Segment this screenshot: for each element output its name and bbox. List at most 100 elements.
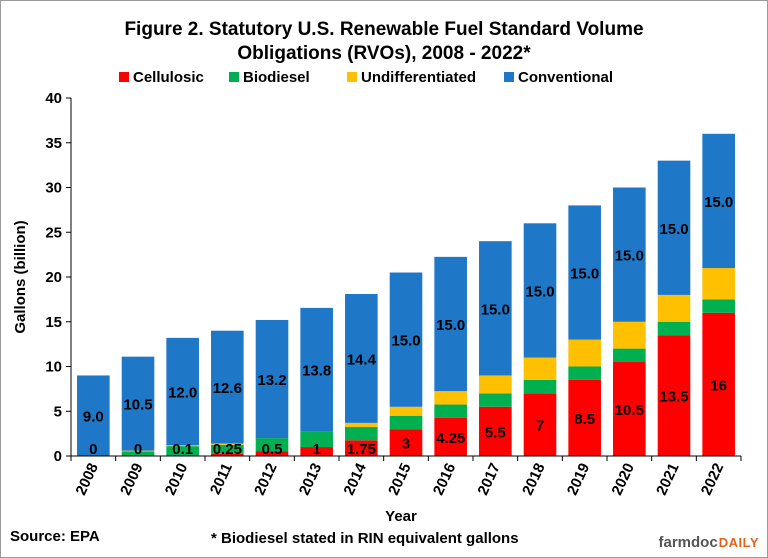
legend-label-cellulosic: Cellulosic <box>133 69 204 86</box>
data-label-conventional-2021: 15.0 <box>659 221 688 238</box>
data-label-cellulosic-2018: 7 <box>536 418 544 435</box>
x-axis-title: Year <box>385 508 417 525</box>
data-label-conventional-2013: 13.8 <box>302 363 331 380</box>
bar-cellulosic-2022 <box>702 312 735 456</box>
bar-biodiesel-2015 <box>389 415 423 430</box>
bar-undifferentiated-2021 <box>657 294 691 322</box>
y-tick-label-40: 40 <box>45 90 62 107</box>
data-label-cellulosic-2020: 10.5 <box>615 402 644 419</box>
data-label-conventional-2009: 10.5 <box>123 397 152 414</box>
bar-undifferentiated-2022 <box>702 268 735 300</box>
brand-logo: farmdocDAILY <box>659 534 760 551</box>
bar-conventional-2020 <box>613 187 646 322</box>
x-tick-label-2010: 2010 <box>162 461 192 498</box>
legend-swatch-conventional <box>504 72 514 82</box>
bar-biodiesel-2020 <box>613 348 646 363</box>
bar-undifferentiated-2016 <box>434 391 467 405</box>
data-label-conventional-2022: 15.0 <box>704 194 733 211</box>
bar-biodiesel-2018 <box>523 379 557 394</box>
bar-cellulosic-2020 <box>613 362 646 456</box>
x-tick-label-2019: 2019 <box>564 461 594 498</box>
legend-swatch-cellulosic <box>119 72 129 82</box>
chart-title-line1: Figure 2. Statutory U.S. Renewable Fuel … <box>124 19 643 40</box>
bar-biodiesel-2014 <box>345 426 378 441</box>
bar-conventional-2018 <box>523 223 557 358</box>
bar-conventional-2019 <box>568 205 601 340</box>
data-label-conventional-2011: 12.6 <box>213 380 242 397</box>
y-tick-label-30: 30 <box>45 180 62 197</box>
y-tick-label-0: 0 <box>54 448 62 465</box>
data-label-conventional-2015: 15.0 <box>391 333 420 350</box>
bar-undifferentiated-2018 <box>523 357 557 380</box>
data-label-conventional-2018: 15.0 <box>525 283 554 300</box>
x-tick-label-2021: 2021 <box>653 461 683 498</box>
x-tick-label-2009: 2009 <box>117 461 147 498</box>
source-note: Source: EPA <box>10 528 100 545</box>
data-label-cellulosic-2008: 0 <box>89 441 97 458</box>
bar-conventional-2014 <box>345 294 378 423</box>
y-axis-title: Gallons (billion) <box>12 220 29 333</box>
legend-swatch-undifferentiated <box>347 72 357 82</box>
bar-undifferentiated-2019 <box>568 339 601 367</box>
bar-biodiesel-2013 <box>300 431 333 448</box>
x-tick-label-2011: 2011 <box>207 461 236 498</box>
bar-conventional-2012 <box>255 319 289 439</box>
x-tick-label-2022: 2022 <box>698 461 728 498</box>
data-label-cellulosic-2022: 16 <box>710 377 727 394</box>
bar-conventional-2017 <box>479 241 512 376</box>
bar-undifferentiated-2010 <box>166 445 199 447</box>
legend: Cellulosic Biodiesel Undifferentiated Conve… <box>119 69 613 86</box>
bar-cellulosic-2017 <box>479 406 512 456</box>
bar-biodiesel-2010 <box>166 446 199 456</box>
x-tick-label-2015: 2015 <box>385 461 415 498</box>
data-labels-layer: 0 9.0 0 10.5 0.1 12.0 0.25 12.6 0.5 13.2 1 13.8 1.75… <box>83 194 733 458</box>
y-tick-label-5: 5 <box>54 403 62 420</box>
data-label-cellulosic-2015: 3 <box>402 436 410 453</box>
legend-swatch-biodiesel <box>229 72 239 82</box>
legend-label-biodiesel: Biodiesel <box>243 69 310 86</box>
y-tick-label-25: 25 <box>45 224 62 241</box>
data-label-cellulosic-2012: 0.5 <box>262 441 283 458</box>
y-tick-label-10: 10 <box>45 359 62 376</box>
x-tick-label-2017: 2017 <box>474 461 504 498</box>
x-tick-label-2016: 2016 <box>430 461 460 498</box>
data-label-cellulosic-2014: 1.75 <box>347 441 376 458</box>
data-label-cellulosic-2011: 0.25 <box>213 441 242 458</box>
data-label-conventional-2010: 12.0 <box>168 385 197 402</box>
y-tick-label-20: 20 <box>45 269 62 286</box>
x-tick-label-2012: 2012 <box>251 461 281 498</box>
bar-biodiesel-2021 <box>657 321 691 336</box>
brand-logo-part2: DAILY <box>719 535 759 550</box>
bar-cellulosic-2016 <box>434 417 467 456</box>
footnote: * Biodiesel stated in RIN equivalent gal… <box>211 530 519 547</box>
bar-conventional-2016 <box>434 256 467 392</box>
bar-cellulosic-2014 <box>345 440 378 456</box>
bar-biodiesel-2017 <box>479 393 512 407</box>
bar-undifferentiated-2015 <box>389 406 423 416</box>
data-label-conventional-2019: 15.0 <box>570 266 599 283</box>
bar-conventional-2009 <box>121 356 155 451</box>
x-tick-label-2013: 2013 <box>296 461 326 498</box>
bar-cellulosic-2021 <box>657 335 691 456</box>
bar-conventional-2015 <box>389 272 423 407</box>
data-label-conventional-2008: 9.0 <box>83 409 104 426</box>
y-tick-label-35: 35 <box>45 135 62 152</box>
bars-layer <box>77 133 735 456</box>
y-tick-label-15: 15 <box>45 314 62 331</box>
x-tick-label-2008: 2008 <box>72 461 102 498</box>
bar-undifferentiated-2014 <box>345 422 378 427</box>
bar-biodiesel-2009 <box>121 451 155 456</box>
bar-conventional-2011 <box>211 330 244 444</box>
bar-biodiesel-2016 <box>434 404 467 418</box>
bar-cellulosic-2012 <box>255 451 289 456</box>
data-label-cellulosic-2019: 8.5 <box>574 411 595 428</box>
bar-biodiesel-2019 <box>568 366 601 380</box>
bar-conventional-2013 <box>300 307 333 432</box>
data-label-cellulosic-2017: 5.5 <box>485 424 506 441</box>
bar-cellulosic-2013 <box>300 447 333 456</box>
data-label-conventional-2016: 15.0 <box>436 317 465 334</box>
data-label-conventional-2012: 13.2 <box>257 372 286 389</box>
bar-cellulosic-2015 <box>389 429 423 456</box>
